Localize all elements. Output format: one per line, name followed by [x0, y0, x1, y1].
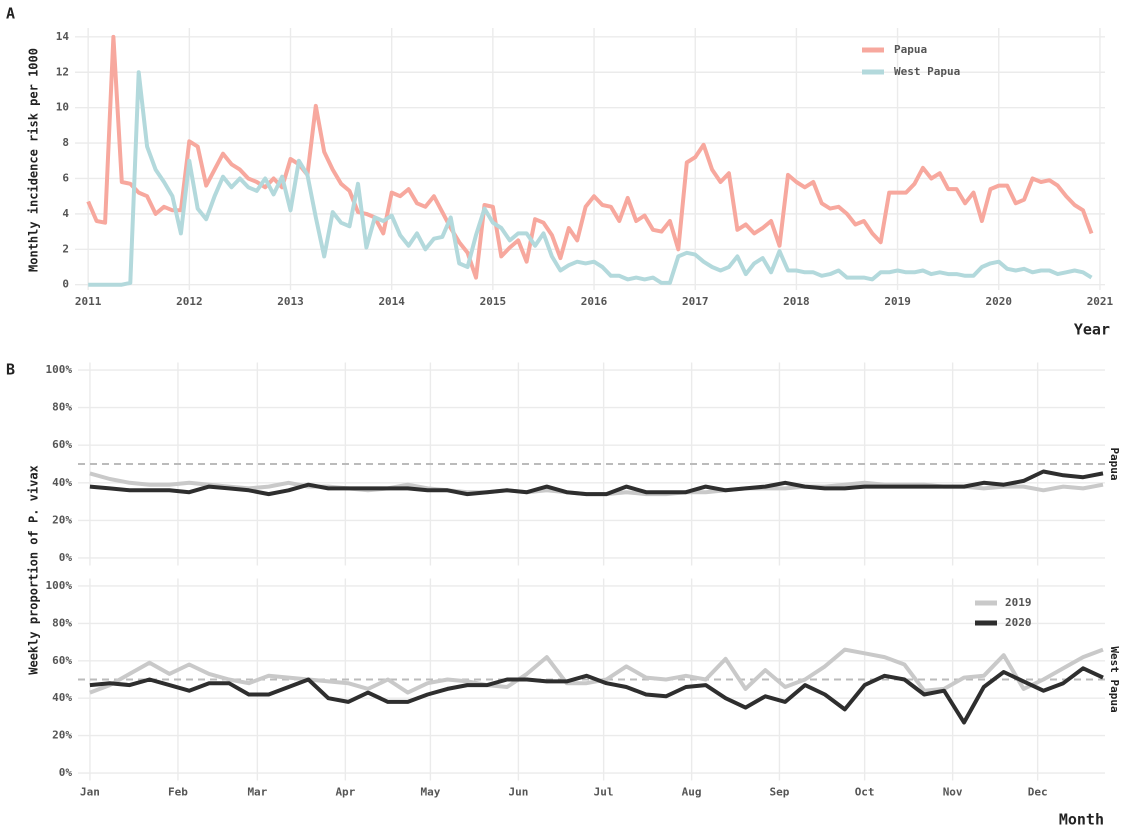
- x-tick-label: 2012: [176, 295, 203, 308]
- y-tick-label: 8: [62, 136, 69, 149]
- x-tick-label: Jan: [80, 786, 100, 799]
- legend-label: West Papua: [894, 65, 960, 78]
- y-tick-label: 14: [56, 30, 70, 43]
- x-tick-label: 2013: [277, 295, 304, 308]
- panel-label: A: [6, 5, 15, 23]
- y-tick-label: 60%: [52, 438, 72, 451]
- x-tick-label: 2018: [783, 295, 810, 308]
- x-tick-label: Jul: [594, 786, 614, 799]
- x-tick-label: 2019: [884, 295, 911, 308]
- y-tick-label: 60%: [52, 654, 72, 667]
- legend-label: 2020: [1005, 616, 1032, 629]
- y-tick-label: 6: [62, 171, 69, 184]
- x-tick-label: 2021: [1087, 295, 1114, 308]
- x-tick-label: Dec: [1028, 786, 1048, 799]
- y-tick-label: 12: [56, 65, 69, 78]
- y-tick-label: 20%: [52, 729, 72, 742]
- x-tick-label: Feb: [168, 786, 188, 799]
- y-tick-label: 80%: [52, 401, 72, 414]
- y-tick-label: 80%: [52, 616, 72, 629]
- x-tick-label: 2020: [986, 295, 1013, 308]
- x-tick-label: 2016: [581, 295, 608, 308]
- y-tick-label: 100%: [46, 363, 73, 376]
- y-axis-title: Monthly incidence risk per 1000: [27, 48, 41, 272]
- facet-label: Papua: [1108, 447, 1121, 480]
- legend-label: Papua: [894, 43, 927, 56]
- x-tick-label: Oct: [855, 786, 875, 799]
- line-series: [86, 34, 1094, 280]
- y-tick-label: 40%: [52, 691, 72, 704]
- y-tick-label: 0%: [59, 766, 73, 779]
- y-axis-title: Weekly proportion of P. vivax: [27, 465, 41, 675]
- y-tick-label: 0%: [59, 551, 73, 564]
- panel-label: B: [6, 361, 15, 379]
- y-tick-label: 0: [62, 278, 69, 291]
- y-tick-label: 100%: [46, 579, 73, 592]
- x-tick-label: Nov: [943, 786, 963, 799]
- y-tick-label: 20%: [52, 513, 72, 526]
- x-tick-label: 2017: [682, 295, 709, 308]
- x-tick-label: Apr: [335, 786, 355, 799]
- y-tick-label: 10: [56, 101, 69, 114]
- x-tick-label: May: [420, 786, 440, 799]
- legend-label: 2019: [1005, 596, 1032, 609]
- x-tick-label: Aug: [682, 786, 702, 799]
- facet-label: West Papua: [1108, 646, 1121, 712]
- x-tick-label: 2014: [378, 295, 405, 308]
- y-tick-label: 40%: [52, 476, 72, 489]
- y-tick-label: 4: [62, 207, 69, 220]
- x-tick-label: Jun: [508, 786, 528, 799]
- x-tick-label: 2011: [75, 295, 102, 308]
- x-tick-label: 2015: [480, 295, 507, 308]
- line-series: [89, 647, 1104, 695]
- line-series: [89, 666, 1104, 725]
- x-axis-title: Year: [1074, 321, 1110, 339]
- x-tick-label: Mar: [247, 786, 267, 799]
- x-axis-title: Month: [1059, 811, 1104, 829]
- y-tick-label: 2: [62, 242, 69, 255]
- line-series: [89, 469, 1104, 497]
- line-series: [88, 70, 1093, 287]
- x-tick-label: Sep: [769, 786, 789, 799]
